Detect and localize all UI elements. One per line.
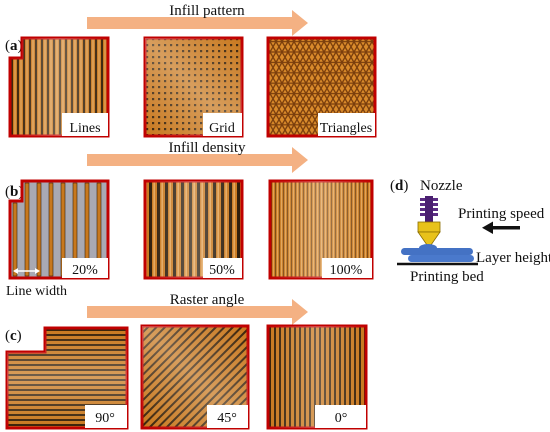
panel-d-nozzle-diagram: (d) Nozzle Printing speed La — [390, 178, 550, 285]
nozzle-label: Nozzle — [420, 178, 463, 194]
layer-height-label: Layer height — [476, 250, 550, 266]
infill-line-4 — [48, 182, 54, 277]
panel-tag-a: (a) — [5, 38, 23, 54]
sample-0-degree: 0° — [266, 324, 368, 430]
sample-label-grid: Grid — [209, 121, 235, 136]
line-width-arrowhead-right — [35, 268, 40, 274]
infill-line-2 — [24, 182, 30, 277]
sample-label-90: 90° — [95, 411, 115, 426]
sample-100-percent: 100% — [268, 179, 374, 280]
line-width-arrowhead-left — [13, 268, 18, 274]
sparse-infill-lines — [12, 182, 102, 277]
sample-label-20: 20% — [72, 263, 98, 278]
arrow-infill-pattern — [87, 10, 308, 36]
sample-grid: Grid — [143, 36, 244, 138]
sample-45-degree: 45° — [140, 324, 250, 430]
arrow-title-a: Infill pattern — [169, 3, 245, 19]
sample-label-50: 50% — [209, 263, 235, 278]
sample-90-degree: 90° — [5, 326, 129, 430]
arrow-infill-density — [87, 147, 308, 173]
sample-20-percent: 20% — [8, 179, 110, 280]
sample-label-0: 0° — [335, 411, 348, 426]
printing-speed-label: Printing speed — [458, 206, 545, 222]
row-b: Infill density (b) 20% Line width 50% — [5, 140, 374, 299]
arrow-raster-angle — [87, 299, 308, 325]
sample-label-triangles: Triangles — [320, 121, 372, 136]
printing-speed-arrow-icon — [482, 221, 520, 234]
arrow-title-c: Raster angle — [170, 292, 245, 308]
row-c: Raster angle (c) 90° 45° 0° — [5, 292, 368, 430]
line-width-label: Line width — [6, 284, 67, 299]
sample-50-percent: 50% — [143, 179, 244, 280]
sample-triangles: Triangles — [266, 36, 377, 138]
printing-bed-label: Printing bed — [410, 269, 484, 285]
row-a: Infill pattern (a) Lines Grid Triangles — [5, 3, 377, 138]
sample-lines: Lines — [8, 36, 110, 138]
infill-line-3 — [36, 182, 42, 277]
sample-label-100: 100% — [330, 263, 363, 278]
infill-line-1 — [12, 202, 18, 277]
arrow-title-b: Infill density — [168, 140, 246, 156]
panel-tag-c: (c) — [5, 328, 22, 344]
panel-tag-d: (d) — [390, 178, 408, 194]
deposited-layers-icon — [401, 244, 474, 262]
nozzle-icon — [417, 196, 441, 246]
sample-label-lines: Lines — [69, 121, 100, 136]
sample-label-45: 45° — [217, 411, 237, 426]
